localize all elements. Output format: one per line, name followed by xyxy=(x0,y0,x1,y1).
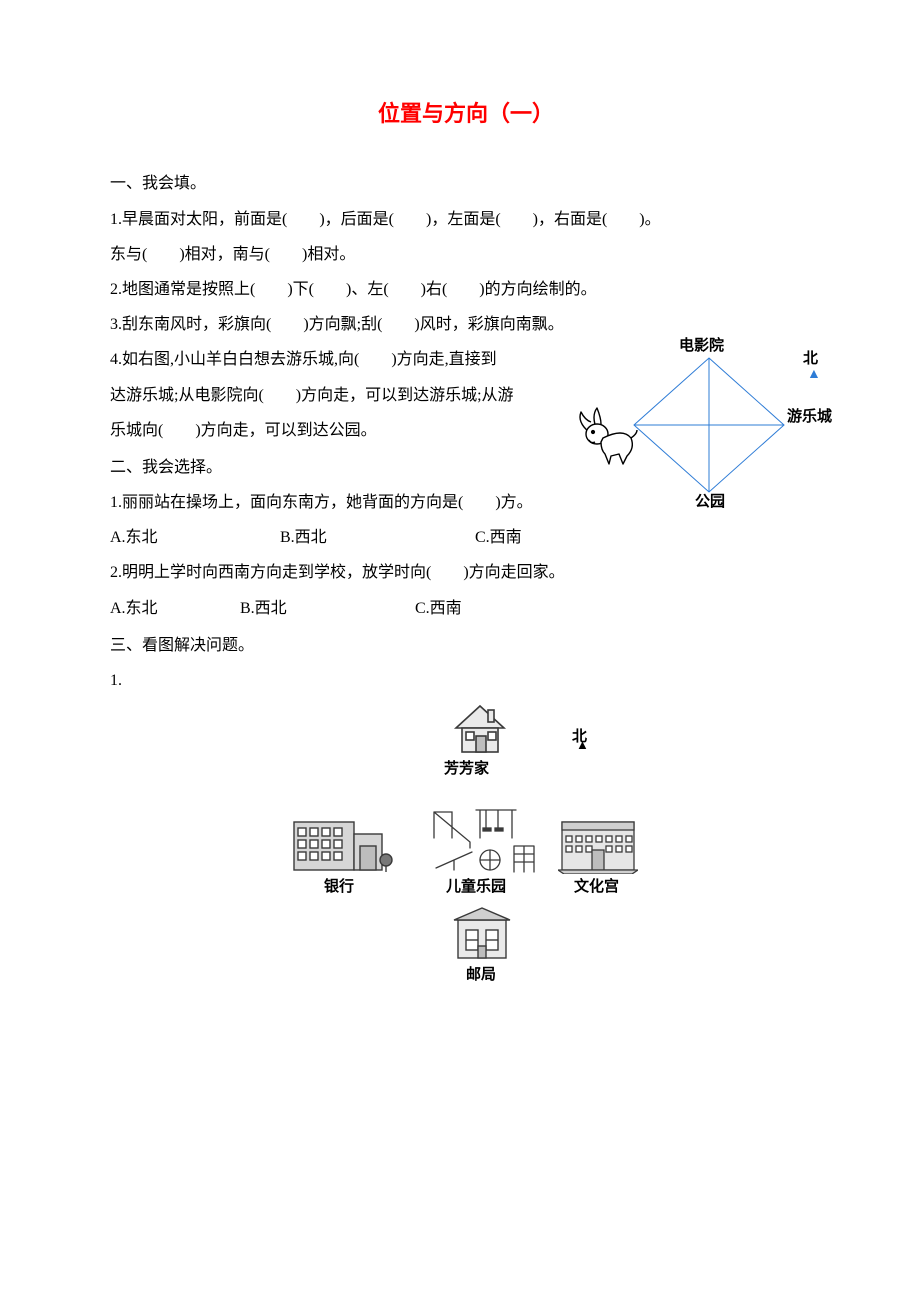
diagram-label-top: 电影院 xyxy=(679,337,724,355)
s1-q2: 2.地图通常是按照上( )下( )、左( )右( )的方向绘制的。 xyxy=(110,272,822,307)
s2-q2-choice-c: C.西南 xyxy=(415,591,462,626)
s2-q2-choice-a: A.东北 xyxy=(110,591,240,626)
page: 位置与方向（一） 一、我会填。 1.早晨面对太阳，前面是( )，后面是( )，左… xyxy=(0,0,920,1302)
bank-icon xyxy=(290,810,398,874)
s2-q1-choice-b: B.西北 xyxy=(280,520,475,555)
s2-q2-choice-b: B.西北 xyxy=(240,591,415,626)
post-icon xyxy=(452,906,512,962)
section-1-heading: 一、我会填。 xyxy=(110,166,822,201)
label-bank: 银行 xyxy=(324,878,354,896)
label-culture: 文化宫 xyxy=(574,878,619,896)
diagram-label-right: 游乐城 xyxy=(787,408,832,426)
s2-q2: 2.明明上学时向西南方向走到学校，放学时向( )方向走回家。 xyxy=(110,555,822,590)
diagram-label-bottom: 公园 xyxy=(695,493,725,511)
s2-q2-choices: A.东北 B.西北 C.西南 xyxy=(110,591,822,626)
playground-icon xyxy=(428,798,540,876)
section-3-heading: 三、看图解决问题。 xyxy=(110,628,822,663)
s2-q1-choice-c: C.西南 xyxy=(475,520,522,555)
culture-icon xyxy=(558,812,638,874)
content: 一、我会填。 1.早晨面对太阳，前面是( )，后面是( )，左面是( )，右面是… xyxy=(110,166,822,992)
goat-icon xyxy=(567,404,641,468)
label-home: 芳芳家 xyxy=(444,760,489,778)
label-post: 邮局 xyxy=(466,966,496,984)
s1-q1a: 1.早晨面对太阳，前面是( )，后面是( )，左面是( )，右面是( )。 xyxy=(110,202,822,237)
s2-q1-choices: A.东北 B.西北 C.西南 xyxy=(110,520,822,555)
rhombus-diagram: 电影院 游乐城 公园 北 ▲ xyxy=(559,340,834,515)
s1-q1b: 东与( )相对，南与( )相对。 xyxy=(110,237,822,272)
home-icon xyxy=(448,702,512,756)
diagram-north-marker-icon: ▲ xyxy=(807,368,821,382)
figure-north-marker-icon: ▲ xyxy=(576,738,589,751)
page-title: 位置与方向（一） xyxy=(110,90,822,138)
label-playground: 儿童乐园 xyxy=(446,878,506,896)
s3-q1: 1. xyxy=(110,663,822,698)
map-figure: 芳芳家 北 ▲ xyxy=(198,702,638,992)
s2-q1-choice-a: A.东北 xyxy=(110,520,280,555)
diagram-label-north: 北 xyxy=(803,350,818,368)
